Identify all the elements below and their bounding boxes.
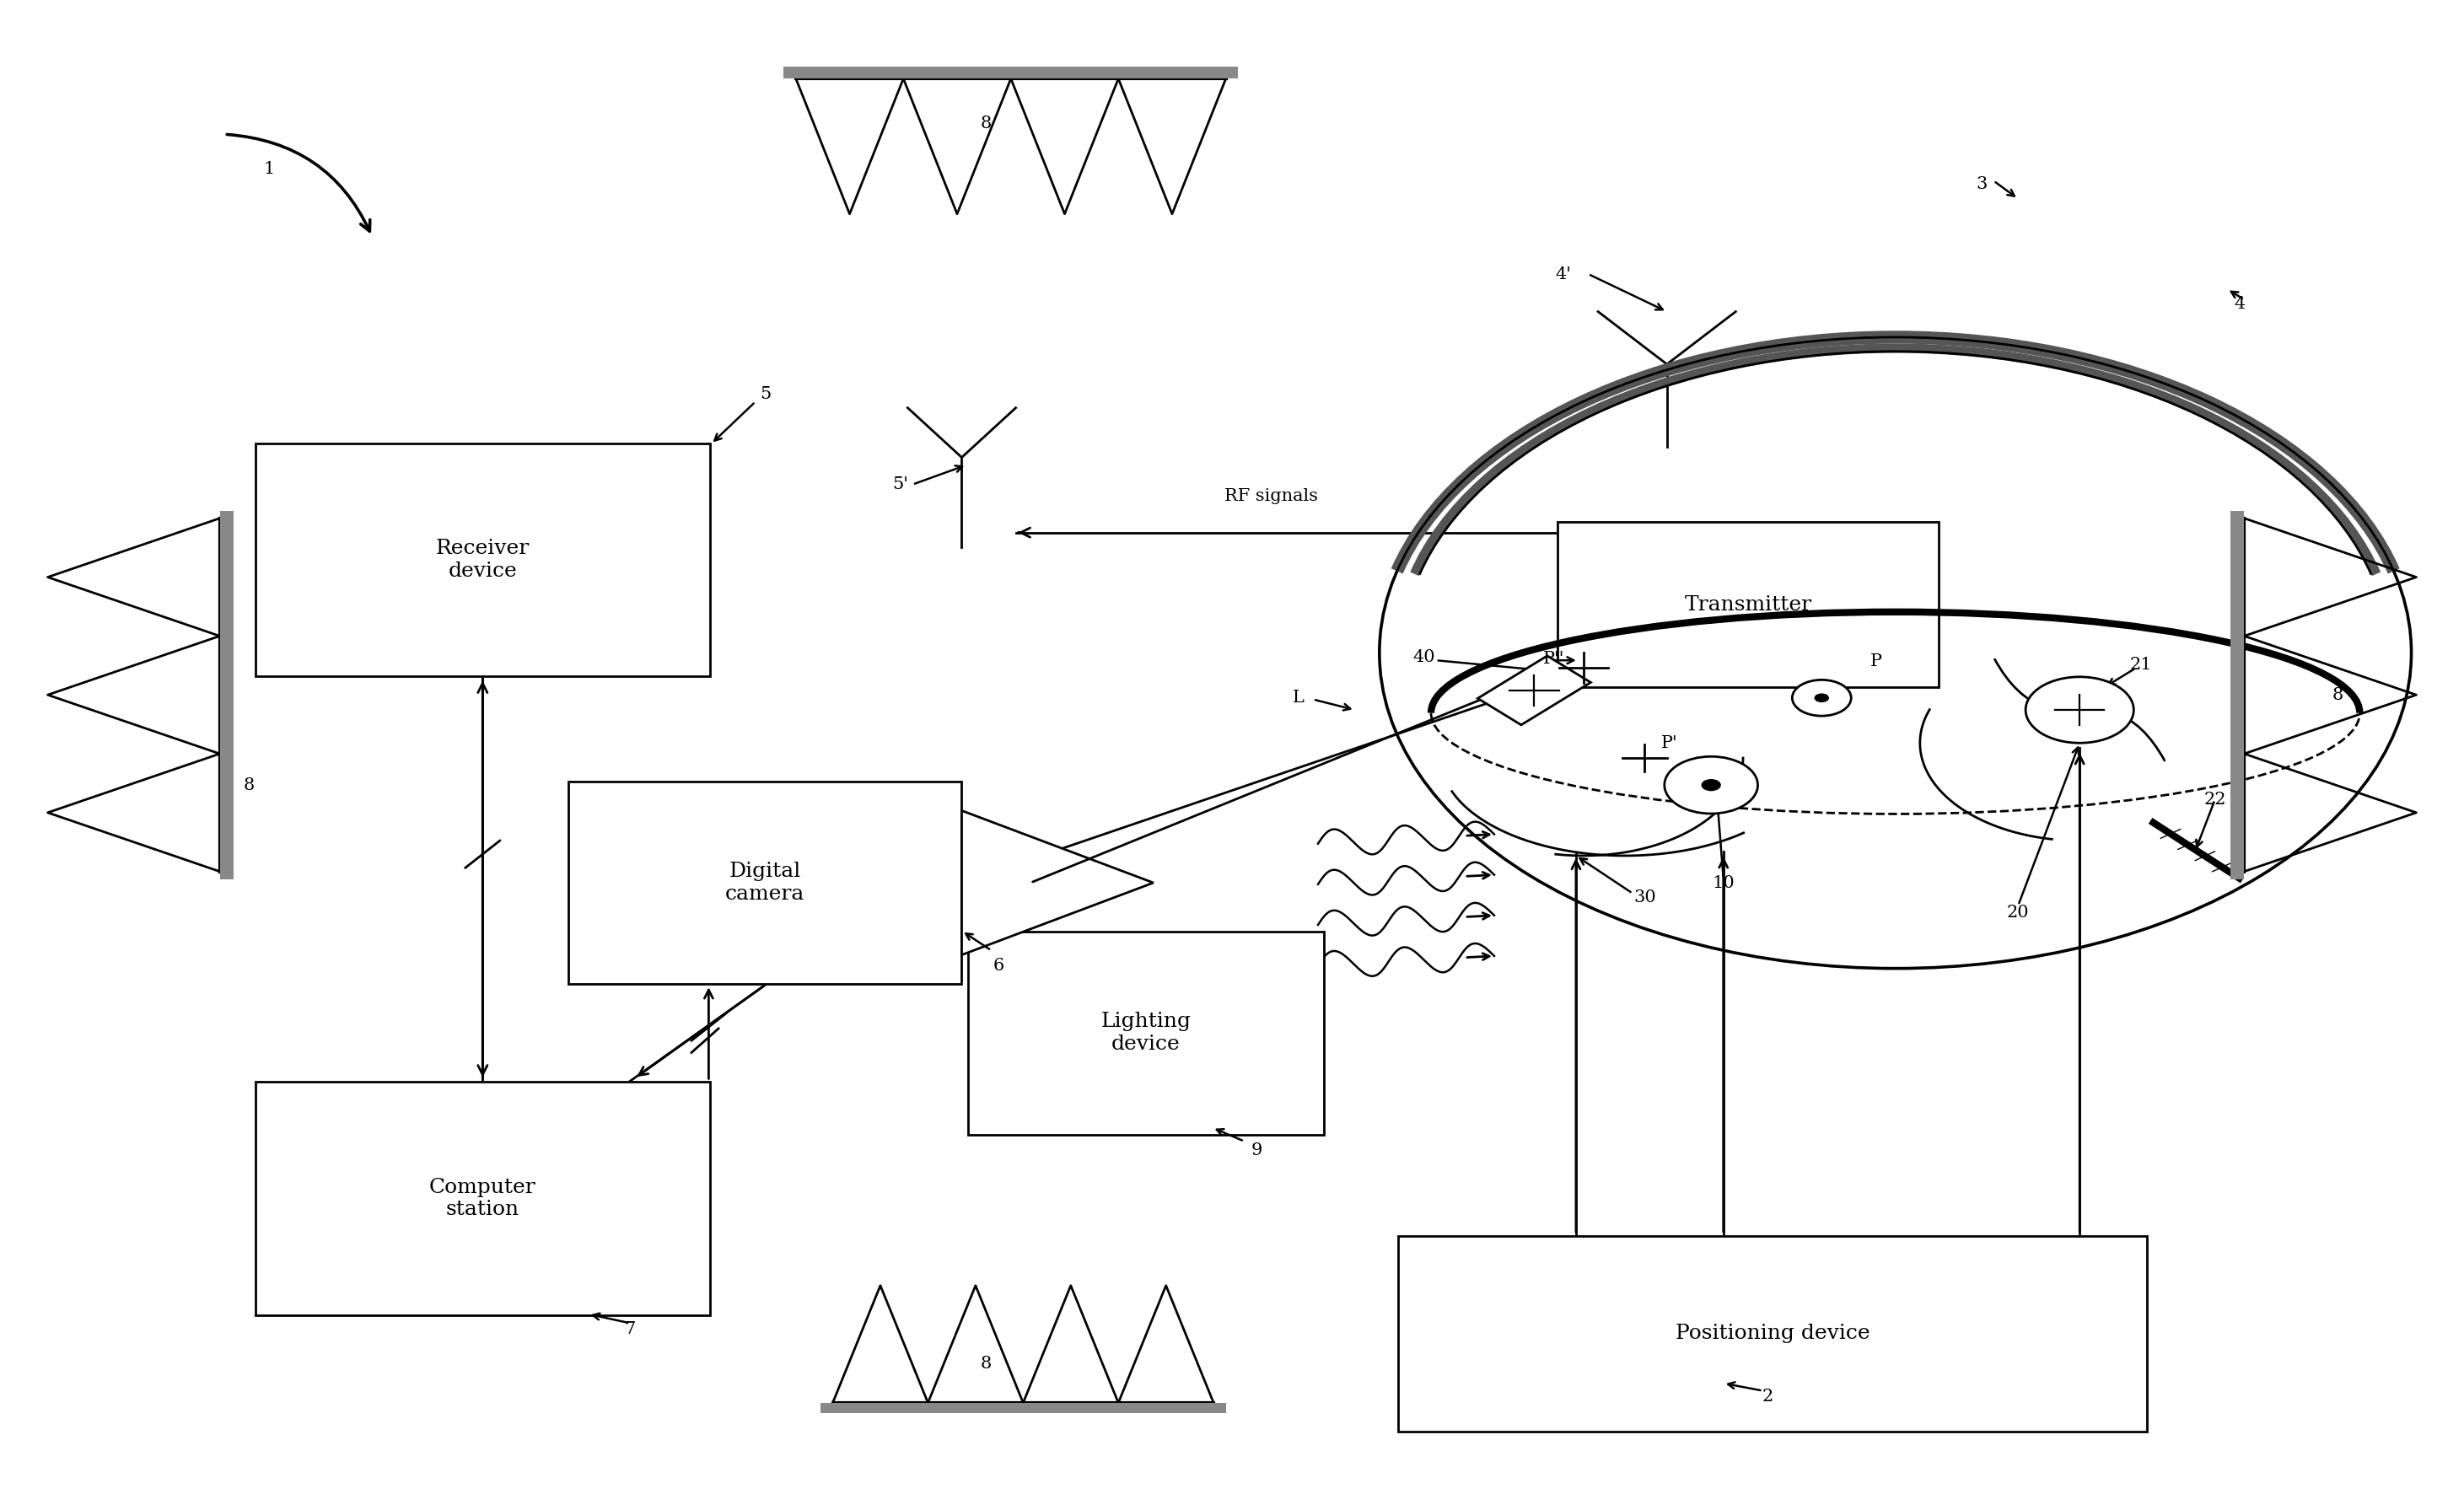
Bar (784, 66, 1237, 79)
Circle shape (1814, 693, 1828, 702)
Circle shape (1380, 337, 2412, 968)
Bar (968, 932, 1323, 1134)
Text: 7: 7 (623, 1321, 636, 1338)
Text: L: L (1294, 690, 1303, 705)
Text: 8: 8 (981, 1356, 993, 1371)
Text: 1: 1 (264, 162, 274, 177)
Text: 22: 22 (2203, 793, 2225, 808)
Text: P': P' (1661, 735, 1678, 750)
Text: 8: 8 (981, 116, 993, 131)
Bar (569, 781, 961, 985)
Text: 8: 8 (244, 778, 254, 793)
Bar (256, 1081, 710, 1315)
Bar (2230, 510, 2245, 879)
Circle shape (1791, 680, 1850, 716)
Bar (219, 510, 234, 879)
Text: 4': 4' (1555, 266, 1572, 282)
Bar (1557, 522, 1939, 687)
Text: 30: 30 (1634, 889, 1656, 906)
Polygon shape (1478, 655, 1592, 725)
Text: 2: 2 (1762, 1389, 1774, 1404)
Text: 6: 6 (993, 957, 1005, 974)
Circle shape (2025, 676, 2134, 743)
Text: 21: 21 (2129, 657, 2154, 673)
Text: P: P (1870, 654, 1882, 670)
Text: 9: 9 (1252, 1142, 1262, 1158)
Text: Positioning device: Positioning device (1676, 1324, 1870, 1344)
Text: 40: 40 (1412, 649, 1434, 666)
Text: 20: 20 (2008, 904, 2030, 921)
Text: Receiver
device: Receiver device (436, 539, 530, 580)
Text: 4: 4 (2235, 296, 2245, 313)
Bar (256, 442, 710, 676)
Polygon shape (961, 811, 1153, 954)
Text: RF signals: RF signals (1225, 488, 1318, 504)
Circle shape (1700, 779, 1720, 791)
Text: Digital
camera: Digital camera (724, 862, 806, 903)
Text: 5: 5 (759, 387, 771, 402)
Text: Computer
station: Computer station (429, 1178, 537, 1219)
Text: 10: 10 (1712, 874, 1735, 891)
Text: Lighting
device: Lighting device (1101, 1012, 1190, 1054)
Text: 5': 5' (892, 477, 909, 492)
Bar (1397, 1237, 2146, 1431)
Circle shape (1663, 757, 1757, 814)
Text: P'': P'' (1542, 651, 1565, 667)
Text: Transmitter: Transmitter (1685, 595, 1811, 615)
Text: 3: 3 (1976, 175, 1986, 192)
Text: 8: 8 (2331, 687, 2343, 702)
Bar (821, 1403, 1227, 1413)
